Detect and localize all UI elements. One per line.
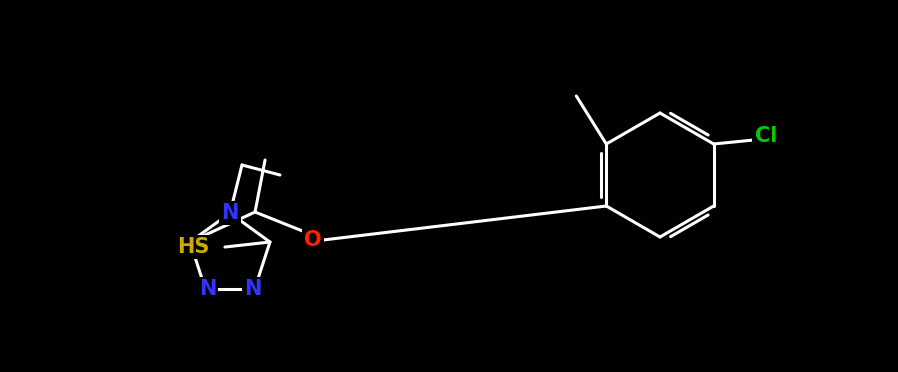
Text: O: O	[304, 230, 321, 250]
Text: HS: HS	[178, 237, 210, 257]
Text: Cl: Cl	[754, 126, 777, 146]
Text: N: N	[244, 279, 261, 299]
Text: N: N	[221, 203, 239, 223]
Text: N: N	[198, 279, 216, 299]
